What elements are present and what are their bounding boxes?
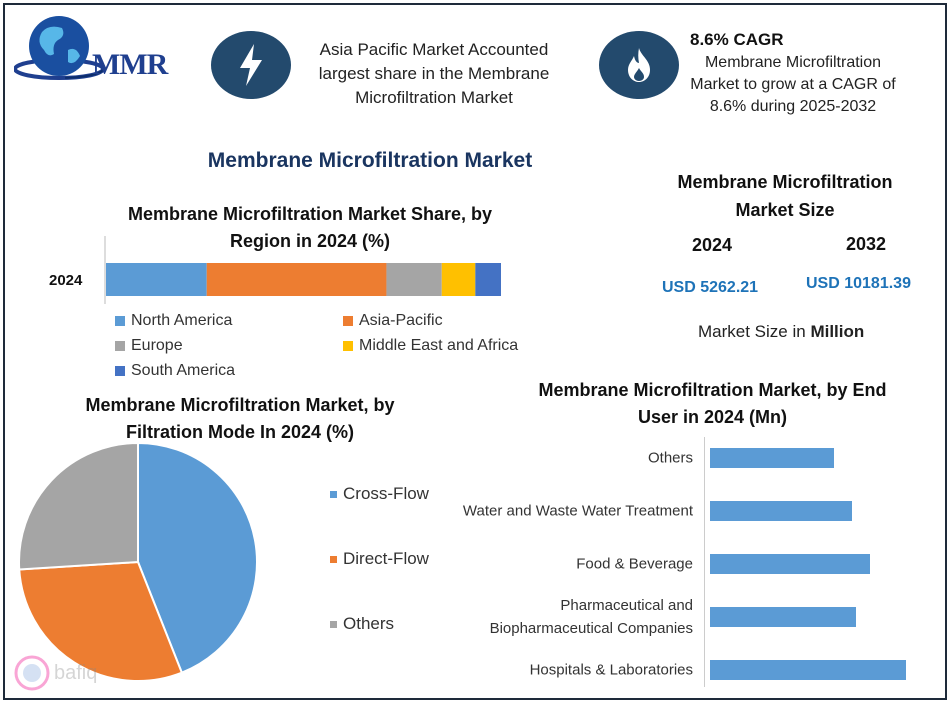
- filtration-legend: Cross-Flow Direct-Flow Others: [330, 484, 490, 644]
- end-user-bar-chart: Others Water and Waste Water Treatment Foo…: [460, 437, 930, 687]
- legend-label: Direct-Flow: [343, 549, 429, 568]
- region-bar-middle-east-and-africa: [441, 263, 476, 296]
- pie-legend-item-others: Others: [330, 614, 394, 634]
- region-legend-item-north-america: North America: [115, 312, 232, 330]
- logo-text: MMR: [92, 48, 168, 81]
- legend-label: Others: [343, 614, 395, 633]
- legend-label: Middle East and Africa: [359, 337, 519, 354]
- region-bar-south-america: [475, 263, 501, 296]
- pie-slice-cross-flow: [137, 441, 258, 674]
- end-user-bar-hospitals-laboratories: [710, 660, 906, 680]
- legend-label: Europe: [131, 337, 183, 354]
- legend-swatch: [115, 316, 125, 326]
- pie-slice-others: [18, 441, 139, 571]
- legend-swatch: [330, 555, 337, 563]
- cagr-title: 8.6% CAGR: [690, 30, 784, 49]
- region-bar-north-america: [106, 263, 207, 296]
- region-stacked-bar-chart: 2024: [49, 236, 501, 304]
- legend-swatch: [343, 316, 353, 326]
- legend-swatch: [343, 341, 353, 351]
- watermark-icon: [14, 655, 50, 691]
- end-user-bar-others: [710, 448, 834, 468]
- lightning-icon: [211, 31, 291, 99]
- value-2032: USD 10181.39: [806, 275, 911, 292]
- legend-swatch: [115, 341, 125, 351]
- market-size-unit: Market Size in Million: [698, 322, 864, 342]
- legend-swatch: [115, 366, 125, 376]
- region-legend: North America Asia-Pacific Europe Middle Ea…: [115, 312, 555, 384]
- region-category-label: 2024: [49, 272, 83, 289]
- watermark: bafiq: [14, 655, 97, 691]
- pie-legend-item-cross-flow: Cross-Flow: [330, 484, 429, 504]
- end-user-label-others: Others: [647, 449, 693, 467]
- region-legend-item-europe: Europe: [115, 337, 183, 355]
- legend-label: Asia-Pacific: [359, 312, 443, 329]
- end-user-label-water-and-waste-water-treatment: Water and Waste Water Treatment: [462, 502, 693, 520]
- end-user-chart-title: Membrane Microfiltration Market, by End …: [538, 380, 887, 427]
- year-2032-label: 2032: [845, 234, 887, 254]
- header-left-text: Asia Pacific Market Accounted largest sh…: [318, 40, 550, 107]
- globe-icon: [14, 16, 104, 80]
- region-legend-item-middle-east-and-africa: Middle East and Africa: [343, 337, 518, 355]
- filtration-pie-chart: [18, 441, 258, 682]
- legend-swatch: [330, 490, 337, 498]
- watermark-text: bafiq: [54, 661, 98, 684]
- market-size-title: Membrane Microfiltration Market Size: [677, 172, 893, 220]
- logo: MMR: [14, 14, 194, 86]
- unit-bold: Million: [810, 322, 865, 341]
- pie-slice-direct-flow: [18, 560, 184, 682]
- value-2024: USD 5262.21: [662, 279, 759, 296]
- region-chart-title: Membrane Microfiltration Market Share, b…: [127, 204, 493, 251]
- year-2024-label: 2024: [691, 235, 733, 255]
- unit-prefix: Market Size in: [698, 322, 811, 341]
- legend-label: Cross-Flow: [343, 484, 429, 503]
- end-user-bar-pharmaceutical-and-biopharmaceutical-companies: [710, 607, 856, 627]
- pie-legend-item-direct-flow: Direct-Flow: [330, 549, 429, 569]
- page-title: Membrane Microfiltration Market: [207, 149, 533, 172]
- cagr-text: Membrane Microfiltration Market to grow …: [690, 54, 896, 115]
- region-legend-item-asia-pacific: Asia-Pacific: [343, 312, 443, 330]
- region-legend-item-south-america: South America: [115, 362, 235, 380]
- region-bar-europe: [386, 263, 442, 296]
- end-user-bar-food-beverage: [710, 554, 870, 574]
- end-user-axis-line: [704, 437, 705, 687]
- end-user-bar-water-and-waste-water-treatment: [710, 501, 852, 521]
- legend-label: North America: [131, 312, 233, 329]
- flame-icon: [599, 31, 679, 99]
- end-user-label-food-beverage: Food & Beverage: [576, 555, 693, 573]
- end-user-label-pharmaceutical-and-biopharmaceutical-companies: Pharmaceutical and Biopharmaceutical Com…: [489, 597, 693, 637]
- filtration-chart-title: Membrane Microfiltration Market, by Filt…: [85, 395, 395, 442]
- legend-label: South America: [131, 362, 236, 379]
- legend-swatch: [330, 620, 337, 628]
- end-user-label-hospitals-laboratories: Hospitals & Laboratories: [529, 661, 693, 679]
- region-bar-asia-pacific: [206, 263, 387, 296]
